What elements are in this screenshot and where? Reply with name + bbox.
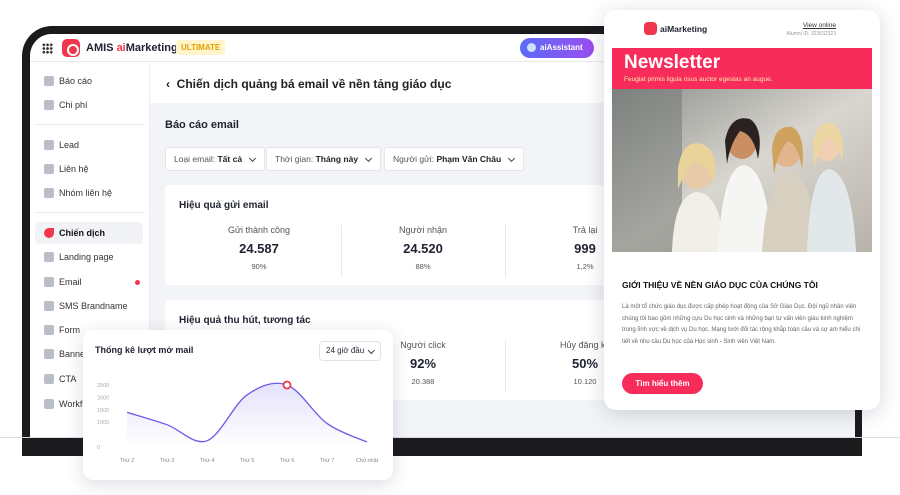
divider — [35, 124, 145, 125]
filter-label: Người gửi: — [393, 154, 435, 164]
notification-dot — [135, 280, 140, 285]
sidebar-item[interactable]: Landing page — [35, 246, 143, 268]
sidebar-item[interactable]: Chiến dịch — [35, 222, 143, 244]
x-tick-label: Thứ 3 — [160, 458, 175, 464]
report-title: Báo cáo email — [165, 119, 239, 131]
area — [127, 383, 367, 447]
plan-badge: ULTIMATE — [176, 40, 226, 55]
filter-value: Tháng này — [315, 154, 359, 164]
stat: Người click 92% 20.388 — [348, 340, 498, 386]
divider — [35, 212, 145, 213]
newsletter-body: Là một tổ chức giáo dục được cấp phép ho… — [622, 304, 861, 345]
logo — [644, 22, 657, 35]
filter-label: Thời gian: — [275, 154, 314, 164]
stat-sub: 20.388 — [411, 377, 435, 386]
stat: Trả lại 999 1,2% — [510, 225, 660, 271]
filter-dropdown[interactable]: Người gửi: Phạm Văn Châu — [384, 147, 525, 171]
photo — [612, 89, 872, 252]
card-title: Hiệu quả gửi email — [179, 200, 269, 211]
stat-value: 50% — [571, 356, 599, 371]
x-tick-label: Thứ 4 — [200, 458, 215, 464]
period-select[interactable]: 24 giờ đầu — [319, 341, 381, 361]
sidebar-item[interactable]: Chi phí — [35, 94, 143, 116]
filter-dropdown[interactable]: Thời gian: Tháng này — [266, 147, 382, 171]
line-chart: 0 1000 1500 2000 2500 Thứ 2 Thứ 3 Thứ 4 Thứ 5 Thứ… — [97, 380, 379, 464]
y-tick-label: 1000 — [97, 420, 109, 426]
campaign-title: Chiến dịch quảng bá email về nền tảng gi… — [176, 77, 452, 91]
sidebar-item[interactable]: CTA — [35, 368, 143, 390]
x-tick-label: Chủ nhật — [356, 457, 379, 464]
newsletter-heading: GIỚI THIỆU VỀ NỀN GIÁO DỤC CỦA CHÚNG TÔI — [622, 280, 818, 290]
floor-line — [0, 437, 900, 438]
stat-value: 999 — [574, 241, 596, 256]
stat-sub: 88% — [415, 262, 431, 271]
y-tick-label: 2000 — [97, 395, 109, 401]
sidebar-item[interactable]: SMS Brandname — [35, 295, 143, 317]
sidebar-item[interactable]: Lead — [35, 134, 143, 156]
x-tick-label: Thứ 7 — [320, 458, 335, 464]
filter-label: Loại email: — [174, 154, 216, 164]
stat-label: Người nhận — [399, 225, 447, 235]
stat-label: Trả lại — [572, 225, 598, 235]
back-title[interactable]: ‹ Chiến dịch quảng bá email về nền tảng … — [166, 77, 452, 91]
divider — [505, 340, 506, 392]
brand: AMIS aiMarketing — [86, 42, 178, 54]
stat: Người nhận 24.520 88% — [348, 225, 498, 271]
card-title: Hiệu quả thu hút, tương tác — [179, 315, 311, 326]
stat: Gửi thành công 24.587 90% — [184, 225, 334, 271]
divider — [341, 225, 342, 277]
sidebar-item[interactable]: Nhóm liên hệ — [35, 182, 143, 204]
chart-card: Thống kê lượt mở mail 24 giờ đầu 0 1000 15… — [83, 330, 393, 480]
learn-more-button[interactable]: Tìm hiểu thêm — [622, 373, 703, 394]
sidebar-item[interactable]: Báo cáo — [35, 70, 143, 92]
newsletter-title: Newsletter — [624, 52, 721, 73]
stat-sub: 90% — [251, 262, 267, 271]
chart-title: Thống kê lượt mở mail — [95, 345, 194, 355]
sidebar-item[interactable]: Form — [35, 319, 143, 341]
stat-label: Hủy đăng ký — [559, 340, 611, 350]
stat-label: Người click — [400, 340, 446, 350]
assistant-button[interactable]: aiAssistant — [520, 38, 594, 58]
stat: Hủy đăng ký 50% 10.120 — [510, 340, 660, 386]
x-tick-label: Thứ 5 — [240, 458, 255, 464]
logo — [62, 39, 80, 57]
newsletter-brand: aiMarketing — [660, 24, 708, 34]
sidebar-item[interactable]: Email — [35, 271, 143, 293]
sidebar-item[interactable]: Liên hệ — [35, 158, 143, 180]
newsletter-preview: aiMarketing View online Alumni ID: 32363… — [604, 10, 880, 410]
stat-value: 24.587 — [239, 241, 279, 256]
apps-icon[interactable] — [42, 43, 53, 54]
line — [126, 382, 368, 443]
peak-marker — [282, 380, 292, 390]
brand-ai: ai — [116, 42, 126, 54]
newsletter-subtitle: Feugiat primis ligula risus auctor egest… — [624, 76, 773, 83]
divider — [505, 225, 506, 277]
newsletter-banner: Newsletter Feugiat primis ligula risus a… — [612, 48, 872, 89]
sidebar-item[interactable]: Workflow — [35, 393, 143, 415]
stat-sub: 1,2% — [576, 262, 594, 271]
filter-value: Tất cả — [217, 154, 243, 164]
x-tick-label: Thứ 6 — [280, 458, 295, 464]
x-tick-label: Thứ 2 — [120, 458, 135, 464]
stat-value: 24.520 — [403, 241, 443, 256]
y-tick-label: 1500 — [97, 408, 109, 414]
filter-dropdown[interactable]: Loại email: Tất cả — [165, 147, 266, 171]
brand-name: Marketing — [125, 42, 178, 54]
view-online-link[interactable]: View online — [802, 22, 836, 29]
stat-label: Gửi thành công — [227, 225, 291, 235]
stat-sub: 10.120 — [573, 377, 597, 386]
y-tick-label: 0 — [97, 445, 100, 451]
alumni-id: Alumni ID: 323632323 — [786, 31, 836, 37]
y-tick-label: 2500 — [97, 383, 109, 389]
filter-value: Phạm Văn Châu — [436, 154, 502, 164]
brand-prefix: AMIS — [86, 42, 114, 54]
stat-value: 92% — [409, 356, 437, 371]
sidebar-item[interactable]: Banner — [35, 343, 143, 365]
